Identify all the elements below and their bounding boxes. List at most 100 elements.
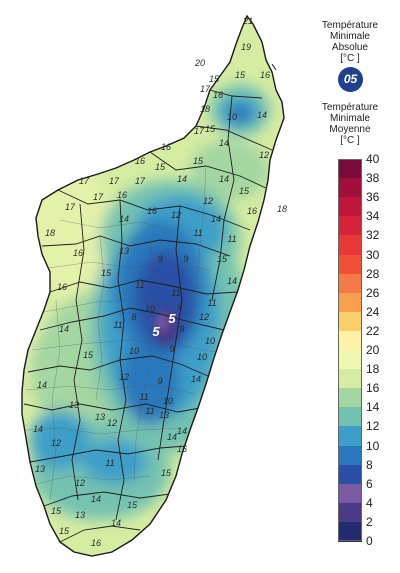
- temperature-value-label: 12: [199, 312, 209, 322]
- temperature-value-label: 12: [75, 478, 85, 488]
- temperature-value-label: 15: [239, 186, 250, 196]
- colorbar-swatch: [338, 273, 362, 294]
- colorbar-tick-label: 36: [366, 190, 380, 205]
- temperature-value-label: 11: [171, 288, 180, 298]
- temperature-value-label: 12: [171, 210, 181, 220]
- temperature-value-label: 16: [161, 142, 171, 152]
- temperature-value-label: 16: [117, 190, 127, 200]
- temperature-value-label: 16: [247, 206, 257, 216]
- temperature-value-label: 15: [155, 162, 166, 172]
- temperature-value-label: 10: [145, 304, 155, 314]
- colorbar-swatch: [338, 464, 362, 485]
- colorbar-swatch: [338, 502, 362, 523]
- temperature-value-label: 16: [73, 248, 83, 258]
- temperature-value-label: 9: [179, 324, 184, 334]
- temperature-value-label: 14: [167, 432, 177, 442]
- temperature-value-label: 9: [177, 302, 182, 312]
- temperature-value-label: 14: [257, 110, 267, 120]
- temperature-value-label: 15: [127, 500, 138, 510]
- colorbar-border: [338, 159, 362, 541]
- temperature-value-label: 15: [209, 74, 220, 84]
- temperature-value-label: 12: [107, 418, 117, 428]
- temperature-value-label: 16: [260, 70, 270, 80]
- temperature-value-label: 15: [193, 156, 204, 166]
- temperature-value-label: 9: [157, 254, 162, 264]
- mean-min-title-line1: Température: [321, 102, 379, 113]
- temperature-value-label: 17: [200, 84, 211, 94]
- colorbar-tick-label: 24: [366, 304, 380, 319]
- colorbar-tick-label: 14: [366, 400, 380, 415]
- temperature-value-label: 17: [194, 126, 205, 136]
- minimum-temperature-label: 5: [168, 311, 176, 326]
- temperature-value-label: 20: [194, 58, 205, 68]
- temperature-value-label: 11: [135, 280, 144, 290]
- colorbar-tick-label: 26: [366, 285, 380, 300]
- colorbar-tick-label: 10: [366, 438, 380, 453]
- temperature-value-label: 17: [135, 176, 146, 186]
- temperature-value-label: 11: [139, 392, 148, 402]
- temperature-value-label: 17: [93, 192, 104, 202]
- temperature-value-label: 17: [79, 176, 90, 186]
- colorbar-tick-label: 22: [366, 323, 380, 338]
- colorbar-tick-label: 16: [366, 381, 380, 396]
- temperature-value-label: 10: [129, 346, 139, 356]
- colorbar-swatch: [338, 254, 362, 275]
- colorbar-tick-label: 20: [366, 343, 380, 357]
- temperature-value-label: 16: [135, 156, 145, 166]
- temperature-value-label: 15: [83, 350, 94, 360]
- temperature-value-label: 12: [203, 196, 213, 206]
- temperature-value-label: 15: [217, 254, 228, 264]
- colorbar-swatch: [338, 178, 362, 198]
- temperature-value-label: 13: [75, 510, 85, 520]
- temperature-value-label: 14: [219, 138, 229, 148]
- mean-min-title-line3: Moyenne: [329, 124, 371, 135]
- temperature-value-label: 14: [111, 518, 121, 528]
- colorbar-tick-label: 34: [366, 209, 380, 224]
- absolute-min-title-line1: Température: [321, 20, 379, 31]
- temperature-value-label: 16: [91, 538, 101, 548]
- temperature-value-label: 15: [235, 70, 246, 80]
- temperature-value-label: 14: [191, 374, 201, 384]
- absolute-min-title: Température Minimale Absolue [°C ]: [312, 20, 388, 64]
- region-boundaries: [23, 89, 273, 543]
- temperature-value-label: 12: [259, 150, 269, 160]
- temperature-value-label: 10: [227, 112, 237, 122]
- temperature-value-label: 9: [183, 254, 188, 264]
- temperature-value-label: 18: [200, 104, 210, 114]
- temperature-value-label: 8: [131, 312, 136, 322]
- temperature-value-label: 15: [51, 506, 62, 516]
- temperature-value-label: 11: [113, 320, 122, 330]
- temperature-value-label: 16: [147, 206, 157, 216]
- temperature-value-label: 13: [159, 410, 169, 420]
- colorbar-swatch: [338, 369, 362, 389]
- temperature-value-label: 15: [101, 268, 112, 278]
- temperature-value-label: 13: [69, 400, 79, 410]
- colorbar-tick-label: 40: [366, 152, 380, 166]
- temperature-value-label: 13: [119, 246, 129, 256]
- colorbar-swatch: [338, 197, 362, 217]
- minimum-temperature-label: 5: [152, 324, 160, 339]
- colorbar-tick-label: 12: [366, 419, 380, 434]
- colorbar-tick-label: 30: [366, 247, 380, 262]
- absolute-min-unit: [°C ]: [340, 53, 360, 64]
- temperature-value-label: 17: [109, 176, 120, 186]
- temperature-value-label: 12: [51, 438, 61, 448]
- temperature-value-label: 13: [95, 412, 105, 422]
- absolute-min-title-line2: Minimale: [329, 31, 370, 42]
- temperature-value-label: 15: [59, 526, 70, 536]
- colorbar-tick-label: 32: [366, 228, 380, 243]
- temperature-value-label: 14: [177, 174, 187, 184]
- mean-min-title: Température Minimale Moyenne [°C ]: [312, 102, 388, 146]
- colorbar-swatch: [338, 235, 362, 256]
- temperature-value-label: 18: [45, 228, 55, 238]
- temperature-value-label: 11: [145, 406, 154, 416]
- colorbar-swatch: [338, 521, 362, 542]
- temperature-value-label: 11: [193, 228, 202, 238]
- temperature-value-label: 9: [157, 376, 162, 386]
- temperature-value-label: 10: [197, 352, 207, 362]
- temperature-value-label: 17: [65, 202, 76, 212]
- minimum-temperature-labels: 55: [152, 311, 176, 339]
- temperature-value-label: 14: [219, 174, 229, 184]
